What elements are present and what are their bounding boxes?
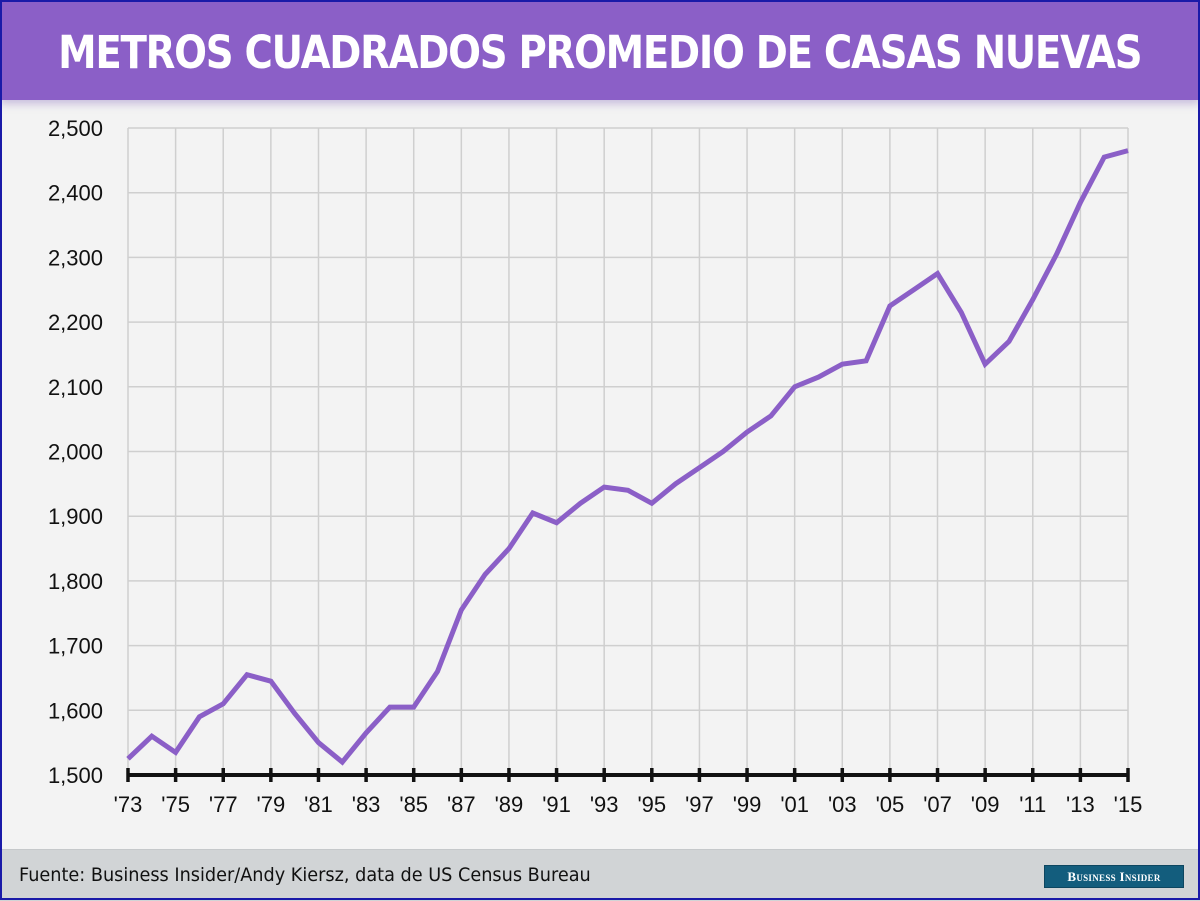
y-tick-label: 1,500 [48,763,103,788]
x-tick-label: '77 [209,792,238,817]
x-tick-label: '03 [828,792,857,817]
line-chart: 1,500 1,600 1,700 1,800 1,900 2,000 2,100 2,200… [0,100,1200,848]
y-tick-label: 2,000 [48,440,103,465]
x-tick-label: '11 [1019,792,1046,817]
x-tick-label: '79 [257,792,286,817]
x-tick-label: '09 [971,792,1000,817]
x-axis [128,768,1128,782]
y-tick-label: 1,900 [48,504,103,529]
chart-area: 1,500 1,600 1,700 1,800 1,900 2,000 2,100 2,200… [0,100,1200,848]
x-tick-label: '85 [399,792,428,817]
grid-lines [128,128,1128,775]
x-tick-label: '99 [733,792,762,817]
footer: Fuente: Business Insider/Andy Kiersz, da… [0,849,1200,901]
y-tick-label: 1,800 [48,569,103,594]
x-tick-label: '07 [923,792,952,817]
x-tick-label: '87 [447,792,476,817]
y-tick-label: 2,100 [48,375,103,400]
x-tick-label: '13 [1066,792,1095,817]
series-group [128,151,1128,763]
x-tick-label: '97 [685,792,714,817]
x-tick-label: '05 [876,792,905,817]
source-note: Fuente: Business Insider/Andy Kiersz, da… [19,864,591,886]
title-banner: METROS CUADRADOS PROMEDIO DE CASAS NUEVA… [0,0,1200,100]
y-tick-label: 2,400 [48,181,103,206]
x-axis-labels: '73 '75 '77 '79 '81 '83 '85 '87 '89 '91 '93 '95 '97 '… [114,792,1143,817]
business-insider-logo: Business Insider [1044,865,1184,888]
x-tick-label: '75 [161,792,190,817]
x-tick-label: '81 [304,792,333,817]
x-tick-label: '93 [590,792,619,817]
x-tick-label: '95 [637,792,666,817]
x-tick-label: '73 [114,792,143,817]
y-tick-label: 1,700 [48,634,103,659]
series-line [128,151,1128,763]
x-tick-label: '01 [780,792,809,817]
y-tick-label: 2,200 [48,310,103,335]
y-tick-label: 2,300 [48,245,103,270]
y-tick-label: 1,600 [48,698,103,723]
x-tick-label: '91 [542,792,571,817]
x-tick-label: '15 [1114,792,1143,817]
chart-title: METROS CUADRADOS PROMEDIO DE CASAS NUEVA… [58,26,1141,79]
y-axis-labels: 1,500 1,600 1,700 1,800 1,900 2,000 2,100 2,200… [48,116,103,788]
y-tick-label: 2,500 [48,116,103,141]
x-tick-label: '83 [352,792,381,817]
x-tick-label: '89 [495,792,524,817]
